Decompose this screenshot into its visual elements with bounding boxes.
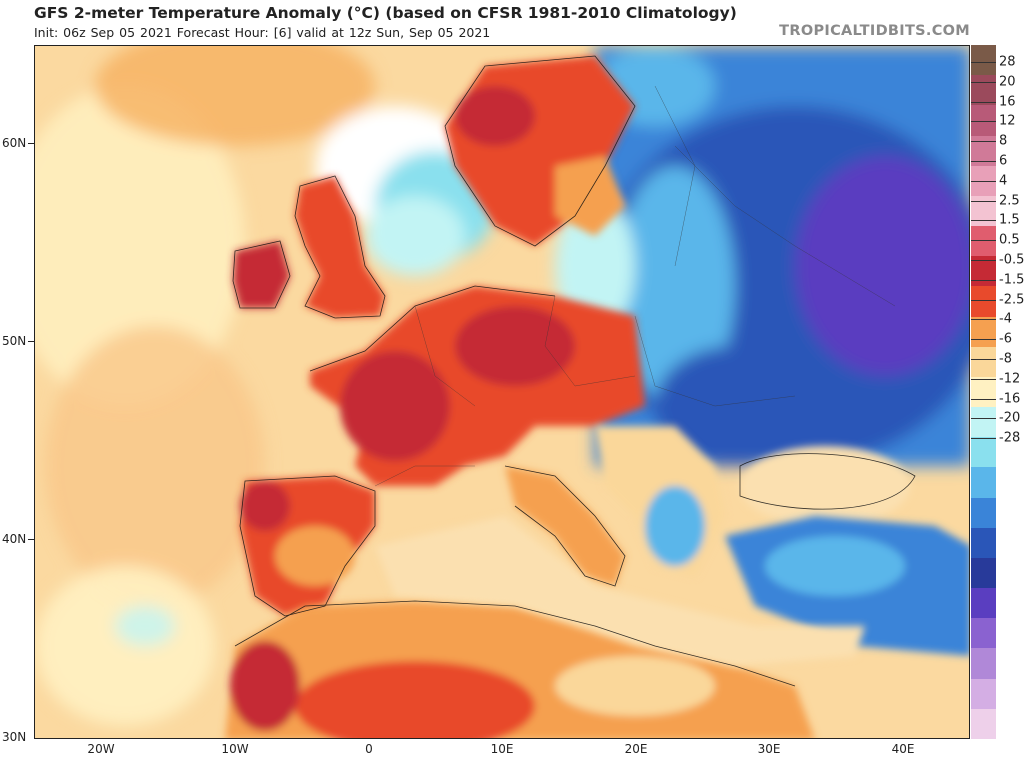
iberia [240,476,375,616]
lon-label-10e: 10E [490,742,514,756]
colorbar-segment [971,75,996,106]
lat-label-30n: 30N [2,730,27,744]
colorbar-label: 6 [999,153,1008,169]
colorbar-segment [971,527,996,559]
colorbar-label: 4 [999,173,1008,189]
colorbar-tick [971,240,996,242]
temperature-anomaly-map[interactable] [34,45,970,739]
colorbar-label: -6 [999,331,1012,347]
colorbar-tick [971,180,996,182]
colorbar-legend: 28 20 16 12 8 6 4 2.5 1.5 0.5 -0.5 -1.5 -2.5 -4 -6 -8 -1… [971,45,1024,740]
great-britain [233,176,385,318]
colorbar-segment [971,256,996,287]
colorbar-segment [971,45,996,76]
colorbar-label: -4 [999,311,1012,327]
black-sea [740,446,910,526]
lon-label-40e: 40E [891,742,915,756]
lat-tick [28,341,34,342]
chart-title: GFS 2-meter Temperature Anomaly (°C) (ba… [34,4,737,22]
colorbar-tick [971,339,996,341]
colorbar-tick [971,438,996,440]
colorbar-tick [971,81,996,83]
colorbar-label: -1.5 [999,272,1024,288]
colorbar-segment [971,226,996,257]
colorbar-tick [971,101,996,103]
lat-label-40n: 40N [2,532,27,546]
lon-label-30e: 30E [757,742,781,756]
colorbar-label: 12 [999,113,1016,129]
colorbar-label: 28 [999,54,1016,70]
colorbar-tick [971,378,996,380]
colorbar-label: 0.5 [999,232,1020,248]
colorbar-label: 1.5 [999,212,1020,228]
colorbar-segment [971,316,996,348]
colorbar-label: -16 [999,391,1021,407]
north-africa [225,601,815,738]
country-borders [374,85,896,487]
turkey [725,516,969,656]
colorbar-label: 2.5 [999,193,1020,209]
france [310,286,645,486]
colorbar-tick [971,62,996,63]
colorbar-segment [971,437,996,468]
colorbar-segment [971,497,996,529]
lon-label-20e: 20E [624,742,648,756]
colorbar-segment [971,467,996,499]
colorbar-tick [971,398,996,400]
colorbar-segment [971,376,996,408]
colorbar-tick [971,299,996,301]
lat-tick [28,143,34,144]
colorbar-segment [971,105,996,137]
colorbar-segment [971,346,996,378]
colorbar-tick [971,220,996,222]
colorbar-segment [971,648,996,680]
colorbar-segment [971,618,996,649]
colorbar-segment [971,407,996,438]
colorbar-label: -2.5 [999,292,1024,308]
lon-label-20w: 20W [87,742,115,756]
colorbar-segment [971,286,996,318]
colorbar-segment [971,708,996,740]
colorbar-label: -8 [999,351,1012,367]
colorbar-label: -12 [999,371,1021,387]
colorbar-label: 16 [999,94,1016,110]
lat-tick [28,539,34,540]
italy-balkans [505,426,725,586]
forecast-info: Init: 06z Sep 05 2021 Forecast Hour: [6]… [34,25,491,40]
brand-watermark: TROPICALTIDBITS.COM [779,23,970,39]
lon-label-0: 0 [365,742,373,756]
colorbar-tick [971,260,996,261]
colorbar-label: 8 [999,133,1008,149]
colorbar-label: -0.5 [999,252,1024,268]
lat-label-50n: 50N [2,334,27,348]
colorbar-tick [971,141,996,143]
colorbar-segment [971,557,996,589]
colorbar-tick [971,279,996,281]
lon-label-10w: 10W [221,742,249,756]
colorbar-tick [971,200,996,202]
colorbar-segment [971,588,996,619]
colorbar-tick [971,319,996,321]
colorbar-segment [971,678,996,710]
colorbar-tick [971,418,996,420]
colorbar-tick [971,161,996,162]
colorbar-label: -20 [999,410,1021,426]
scandinavia [445,56,635,246]
colorbar-label: -28 [999,430,1021,446]
colorbar-tick [971,121,996,123]
lat-label-60n: 60N [2,136,27,150]
colorbar-tick [971,359,996,360]
colorbar-label: 20 [999,74,1016,90]
mediterranean [375,516,865,666]
